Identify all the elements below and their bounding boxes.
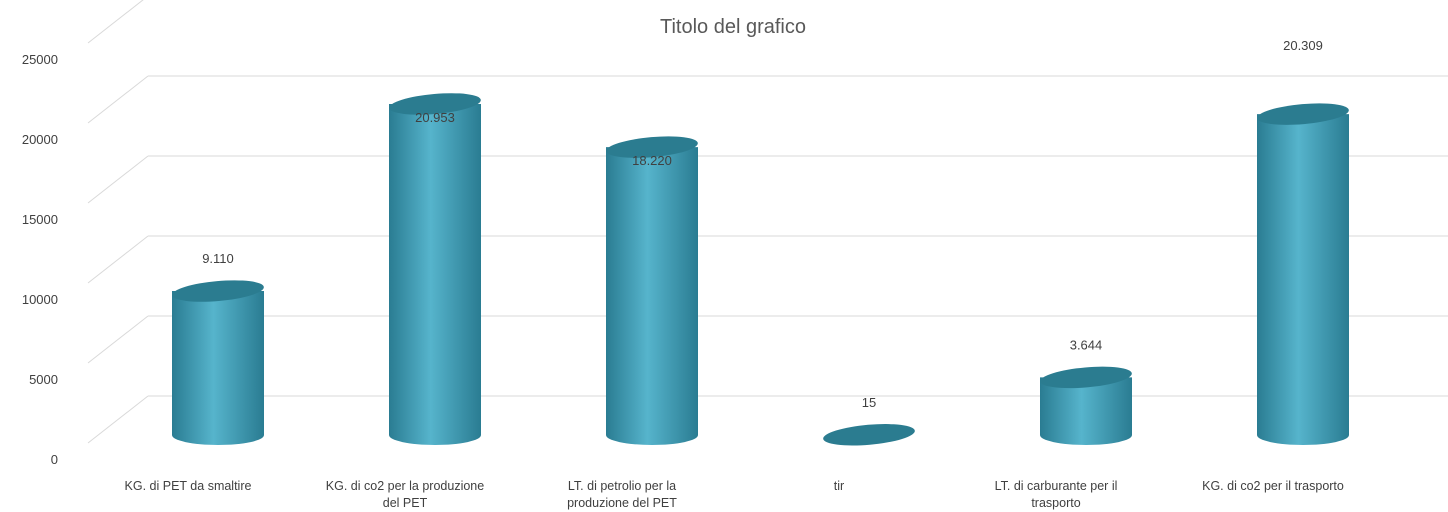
bar-body <box>389 103 481 445</box>
y-tick-label: 25000 <box>22 52 58 67</box>
category-label-line: LT. di petrolio per la <box>568 479 676 493</box>
y-tick-label: 0 <box>51 452 58 467</box>
bar-top <box>389 93 481 115</box>
bar-cylinder <box>823 424 915 446</box>
bar-top <box>172 280 264 302</box>
category-label: KG. di PET da smaltire <box>125 479 252 493</box>
category-label-line: trasporto <box>1031 496 1080 510</box>
bar-body <box>1257 114 1349 445</box>
bar-body <box>172 291 264 445</box>
bar-top <box>1040 366 1132 389</box>
category-label: KG. di co2 per il trasporto <box>1202 479 1344 493</box>
category-label-line: produzione del PET <box>567 496 677 510</box>
side-gridline <box>87 155 149 204</box>
bar-top <box>823 424 915 446</box>
bar-cylinder <box>172 280 264 445</box>
category-label-line: tir <box>834 479 844 493</box>
bar-cylinder <box>606 136 698 445</box>
data-label: 18.220 <box>632 153 672 168</box>
chart-title: Titolo del grafico <box>660 16 806 38</box>
bar-body <box>606 147 698 445</box>
category-label-line: KG. di PET da smaltire <box>125 479 252 493</box>
y-tick-label: 15000 <box>22 212 58 227</box>
y-tick-label: 5000 <box>29 372 58 387</box>
side-gridline <box>87 0 144 44</box>
side-gridline <box>87 75 149 124</box>
bar-top <box>606 136 698 158</box>
data-label: 3.644 <box>1070 337 1103 352</box>
data-label: 15 <box>862 395 876 410</box>
y-tick-label: 20000 <box>22 132 58 147</box>
category-label-line: LT. di carburante per il <box>995 479 1118 493</box>
bar-body <box>1040 377 1132 445</box>
data-label: 9.110 <box>202 251 234 266</box>
bar-cylinder <box>1040 366 1132 445</box>
category-label: LT. di carburante per il trasporto <box>995 479 1118 510</box>
bar-top <box>1257 103 1349 125</box>
category-label-line: KG. di co2 per il trasporto <box>1202 479 1344 493</box>
side-gridline <box>87 395 149 444</box>
category-label: LT. di petrolio per la produzione del PET <box>567 479 677 510</box>
category-label-line: del PET <box>383 496 428 510</box>
category-label: tir <box>834 479 844 493</box>
bar-cylinder <box>1257 103 1349 445</box>
data-label: 20.309 <box>1283 38 1323 53</box>
bar-cylinder <box>389 93 481 445</box>
bars <box>172 93 1349 446</box>
category-label: KG. di co2 per la produzione del PET <box>326 479 484 510</box>
side-gridline <box>87 315 149 364</box>
gridlines: 0 5000 10000 15000 20000 25000 <box>22 0 1448 467</box>
data-labels: 9.110 KG. di PET da smaltire 20.953 KG. di … <box>125 38 1344 510</box>
y-tick-label: 10000 <box>22 292 58 307</box>
side-gridline <box>87 235 149 284</box>
category-label-line: KG. di co2 per la produzione <box>326 479 484 493</box>
data-label: 20.953 <box>415 110 455 125</box>
